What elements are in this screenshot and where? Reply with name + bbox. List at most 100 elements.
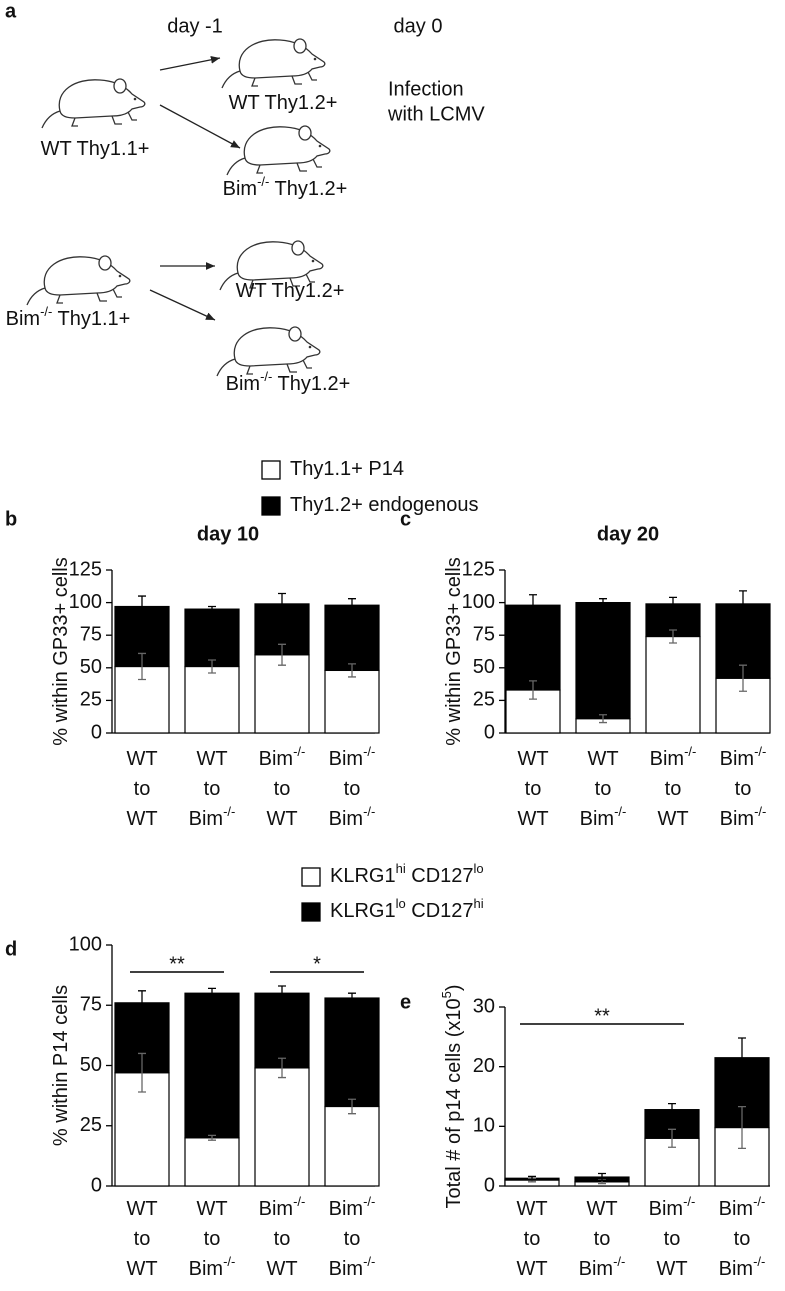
error-bar (278, 985, 286, 1002)
text-segment: WT Thy1.2+ (229, 92, 338, 114)
bar-segment (184, 608, 240, 668)
x-tick-label: WT (266, 808, 297, 830)
y-tick-label: 25 (80, 689, 102, 711)
y-axis-label: Total # of p14 cells (x105) (439, 984, 465, 1208)
text-segment: CD127 (406, 900, 474, 922)
text-segment: -/- (363, 1254, 375, 1269)
x-tick-label: Bim-/- (189, 804, 236, 830)
text-segment: WT (586, 1198, 617, 1220)
significance-label: ** (594, 1005, 610, 1027)
y-tick-label: 20 (473, 1055, 495, 1077)
error-bar (739, 664, 747, 692)
text-segment: -/- (753, 1254, 765, 1269)
x-tick-label: Bim-/- (719, 1194, 766, 1220)
error-bar (669, 629, 677, 644)
text-segment: WT (657, 808, 688, 830)
bar-segment (324, 997, 380, 1108)
error-bar (138, 652, 146, 681)
error-bar (528, 1175, 536, 1181)
error-bar (208, 659, 216, 674)
text-segment: WT (517, 808, 548, 830)
x-tick-label: Bim-/- (259, 1194, 306, 1220)
text-segment: WT Thy1.2+ (236, 280, 345, 302)
x-tick-label: WT (126, 1258, 157, 1280)
error-bar (138, 595, 146, 618)
bar-segment (184, 992, 240, 1139)
timeline-label: day 0 (394, 15, 443, 37)
error-bar (529, 680, 537, 700)
x-tick-label: Bim-/- (329, 744, 376, 770)
event-label: with LCMV (387, 103, 485, 125)
node-label: WT Thy1.2+ (236, 280, 345, 302)
panel-label: e (400, 991, 411, 1013)
y-tick-label: 10 (473, 1115, 495, 1137)
text-segment: Thy1.1+ P14 (290, 458, 404, 480)
text-segment: -/- (683, 1194, 695, 1209)
y-tick-label: 50 (80, 656, 102, 678)
x-tick-label: WT (517, 748, 548, 770)
text-segment: Thy1.2+ (269, 178, 347, 200)
x-tick-label: WT (126, 748, 157, 770)
error-bar (599, 714, 607, 724)
text-segment: to (204, 1228, 221, 1250)
legend-swatch (301, 867, 321, 887)
text-segment: Bim (719, 1258, 753, 1280)
text-segment: % within GP33+ cells (443, 557, 465, 745)
panel-label: c (400, 508, 411, 530)
error-bar (138, 990, 146, 1016)
significance-label: ** (169, 953, 185, 975)
text-segment: -/- (257, 174, 269, 189)
node-label: Bim-/- Thy1.1+ (6, 304, 131, 330)
chart-title: day 20 (597, 523, 659, 545)
event-label: Infection (388, 78, 464, 100)
y-tick-label: 50 (80, 1054, 102, 1076)
text-segment: Bim (650, 748, 684, 770)
text-segment: Bim (226, 373, 260, 395)
text-segment: WT (516, 1258, 547, 1280)
text-segment: to (344, 1228, 361, 1250)
x-tick-label: Bim-/- (650, 744, 697, 770)
text-segment: WT (266, 1258, 297, 1280)
text-segment: % within GP33+ cells (50, 557, 72, 745)
y-tick-label: 0 (91, 1174, 102, 1196)
y-axis-label: % within GP33+ cells (443, 557, 465, 745)
x-tick-label: WT (587, 748, 618, 770)
text-segment: WT (516, 1198, 547, 1220)
x-tick-label: to (134, 1228, 151, 1250)
text-segment: to (274, 1228, 291, 1250)
x-tick-label: to (274, 1228, 291, 1250)
x-tick-label: to (525, 778, 542, 800)
text-segment: Total # of p14 cells (x10 (443, 998, 465, 1208)
y-axis-label: % within GP33+ cells (50, 557, 72, 745)
significance-label: * (313, 953, 321, 975)
text-segment: to (344, 778, 361, 800)
node-label: Bim-/- Thy1.2+ (226, 369, 351, 395)
text-segment: -/- (293, 744, 305, 759)
y-tick-label: 100 (462, 591, 495, 613)
y-tick-label: 125 (69, 558, 102, 580)
text-segment: -/- (614, 804, 626, 819)
text-segment: to (204, 778, 221, 800)
x-tick-label: WT (196, 748, 227, 770)
legend-label: Thy1.2+ endogenous (290, 494, 479, 516)
text-segment: WT (196, 748, 227, 770)
error-bar (348, 663, 356, 678)
x-tick-label: Bim-/- (579, 1254, 626, 1280)
x-tick-label: to (664, 1228, 681, 1250)
text-segment: -/- (684, 744, 696, 759)
y-tick-label: 75 (80, 994, 102, 1016)
text-segment: Bim (329, 1258, 363, 1280)
error-bar (348, 992, 356, 1004)
text-segment: Bim (580, 808, 614, 830)
text-segment: 5 (439, 991, 454, 998)
bar-segment (575, 601, 631, 720)
text-segment: Bim (329, 748, 363, 770)
x-tick-label: to (734, 1228, 751, 1250)
text-segment: KLRG1 (330, 865, 396, 887)
text-segment: Thy1.2+ (272, 373, 350, 395)
text-segment: to (524, 1228, 541, 1250)
text-segment: -/- (223, 804, 235, 819)
text-segment: WT (656, 1258, 687, 1280)
legend-label: KLRG1hi CD127lo (330, 861, 484, 887)
